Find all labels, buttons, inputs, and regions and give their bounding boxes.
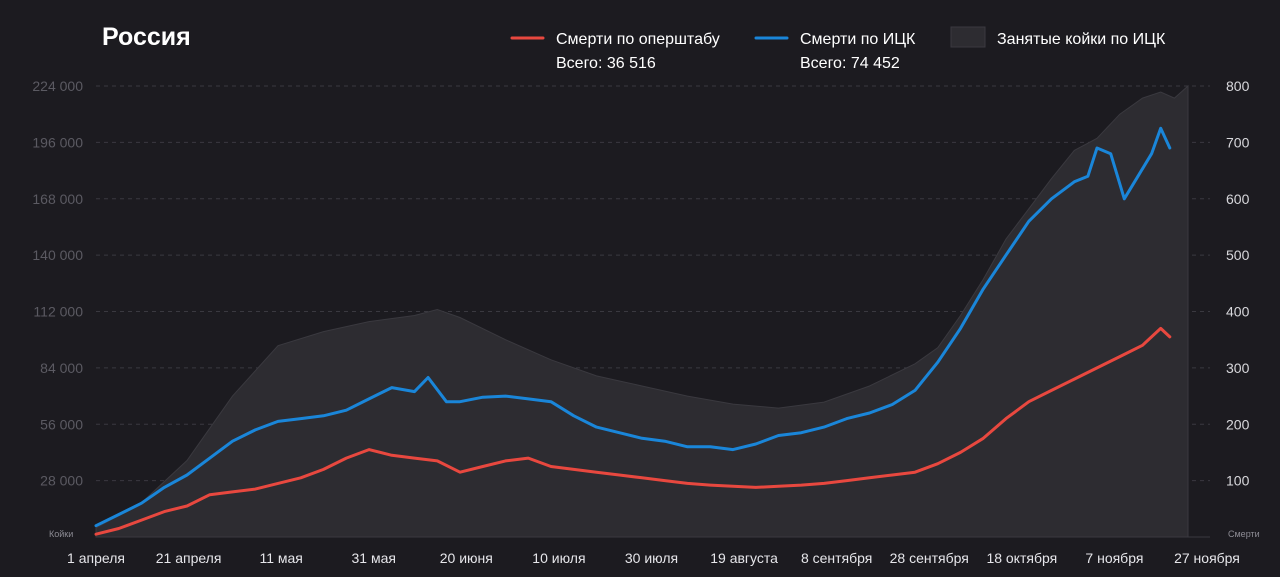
x-tick-label: 28 сентября [890,550,969,566]
right-tick-label: 500 [1226,247,1250,263]
chart-title: Россия [102,23,191,51]
ick-deaths-line [94,126,1172,528]
legend-opshtab-total: Всего: 36 516 [556,55,656,72]
x-tick-label: 31 мая [352,550,396,566]
opshtab-deaths-line [94,326,1172,536]
left-tick-label: 84 000 [40,360,83,376]
left-tick-label: 224 000 [32,78,83,94]
legend: Смерти по оперштабу Всего: 36 516 Смерти… [510,26,1166,72]
legend-ick-label: Смерти по ИЦК [800,31,916,48]
x-tick-label: 20 июня [440,550,493,566]
left-axis-label: Койки [49,529,73,539]
right-axis-label: Смерти [1228,529,1260,539]
x-axis-ticks: 1 апреля 21 апреля 11 мая 31 мая 20 июня 10 и… [67,550,1240,566]
left-tick-label: 196 000 [32,134,83,150]
x-tick-label: 7 ноября [1085,550,1143,566]
left-tick-label: 112 000 [33,304,83,320]
right-tick-label: 400 [1226,304,1250,320]
x-tick-label: 18 октября [986,550,1057,566]
right-tick-label: 700 [1226,134,1250,150]
right-tick-label: 100 [1226,473,1250,489]
x-tick-label: 10 июля [532,550,585,566]
x-tick-label: 1 апреля [67,550,125,566]
beds-area [95,84,1189,538]
right-tick-label: 300 [1226,360,1250,376]
legend-beds-label: Занятые койки по ИЦК [997,31,1166,48]
x-tick-label: 19 августа [710,550,778,566]
legend-opshtab-label: Смерти по оперштабу [556,31,720,48]
left-tick-label: 140 000 [32,247,83,263]
left-tick-label: 56 000 [40,416,83,432]
legend-ick-total: Всего: 74 452 [800,55,900,72]
right-tick-label: 800 [1226,78,1250,94]
right-tick-label: 200 [1226,416,1250,432]
left-tick-label: 28 000 [40,473,83,489]
x-tick-label: 8 сентября [801,550,872,566]
right-axis-ticks: 100 200 300 400 500 600 700 800 [1226,78,1250,489]
x-tick-label: 27 ноября [1174,550,1240,566]
legend-beds-swatch [950,26,986,48]
right-tick-label: 600 [1226,191,1250,207]
x-tick-label: 11 мая [259,550,302,566]
left-tick-label: 168 000 [32,191,83,207]
x-tick-label: 30 июля [625,550,678,566]
x-tick-label: 21 апреля [156,550,222,566]
left-axis-ticks: 28 000 56 000 84 000 112 000 140 000 168 000 1… [32,78,83,489]
